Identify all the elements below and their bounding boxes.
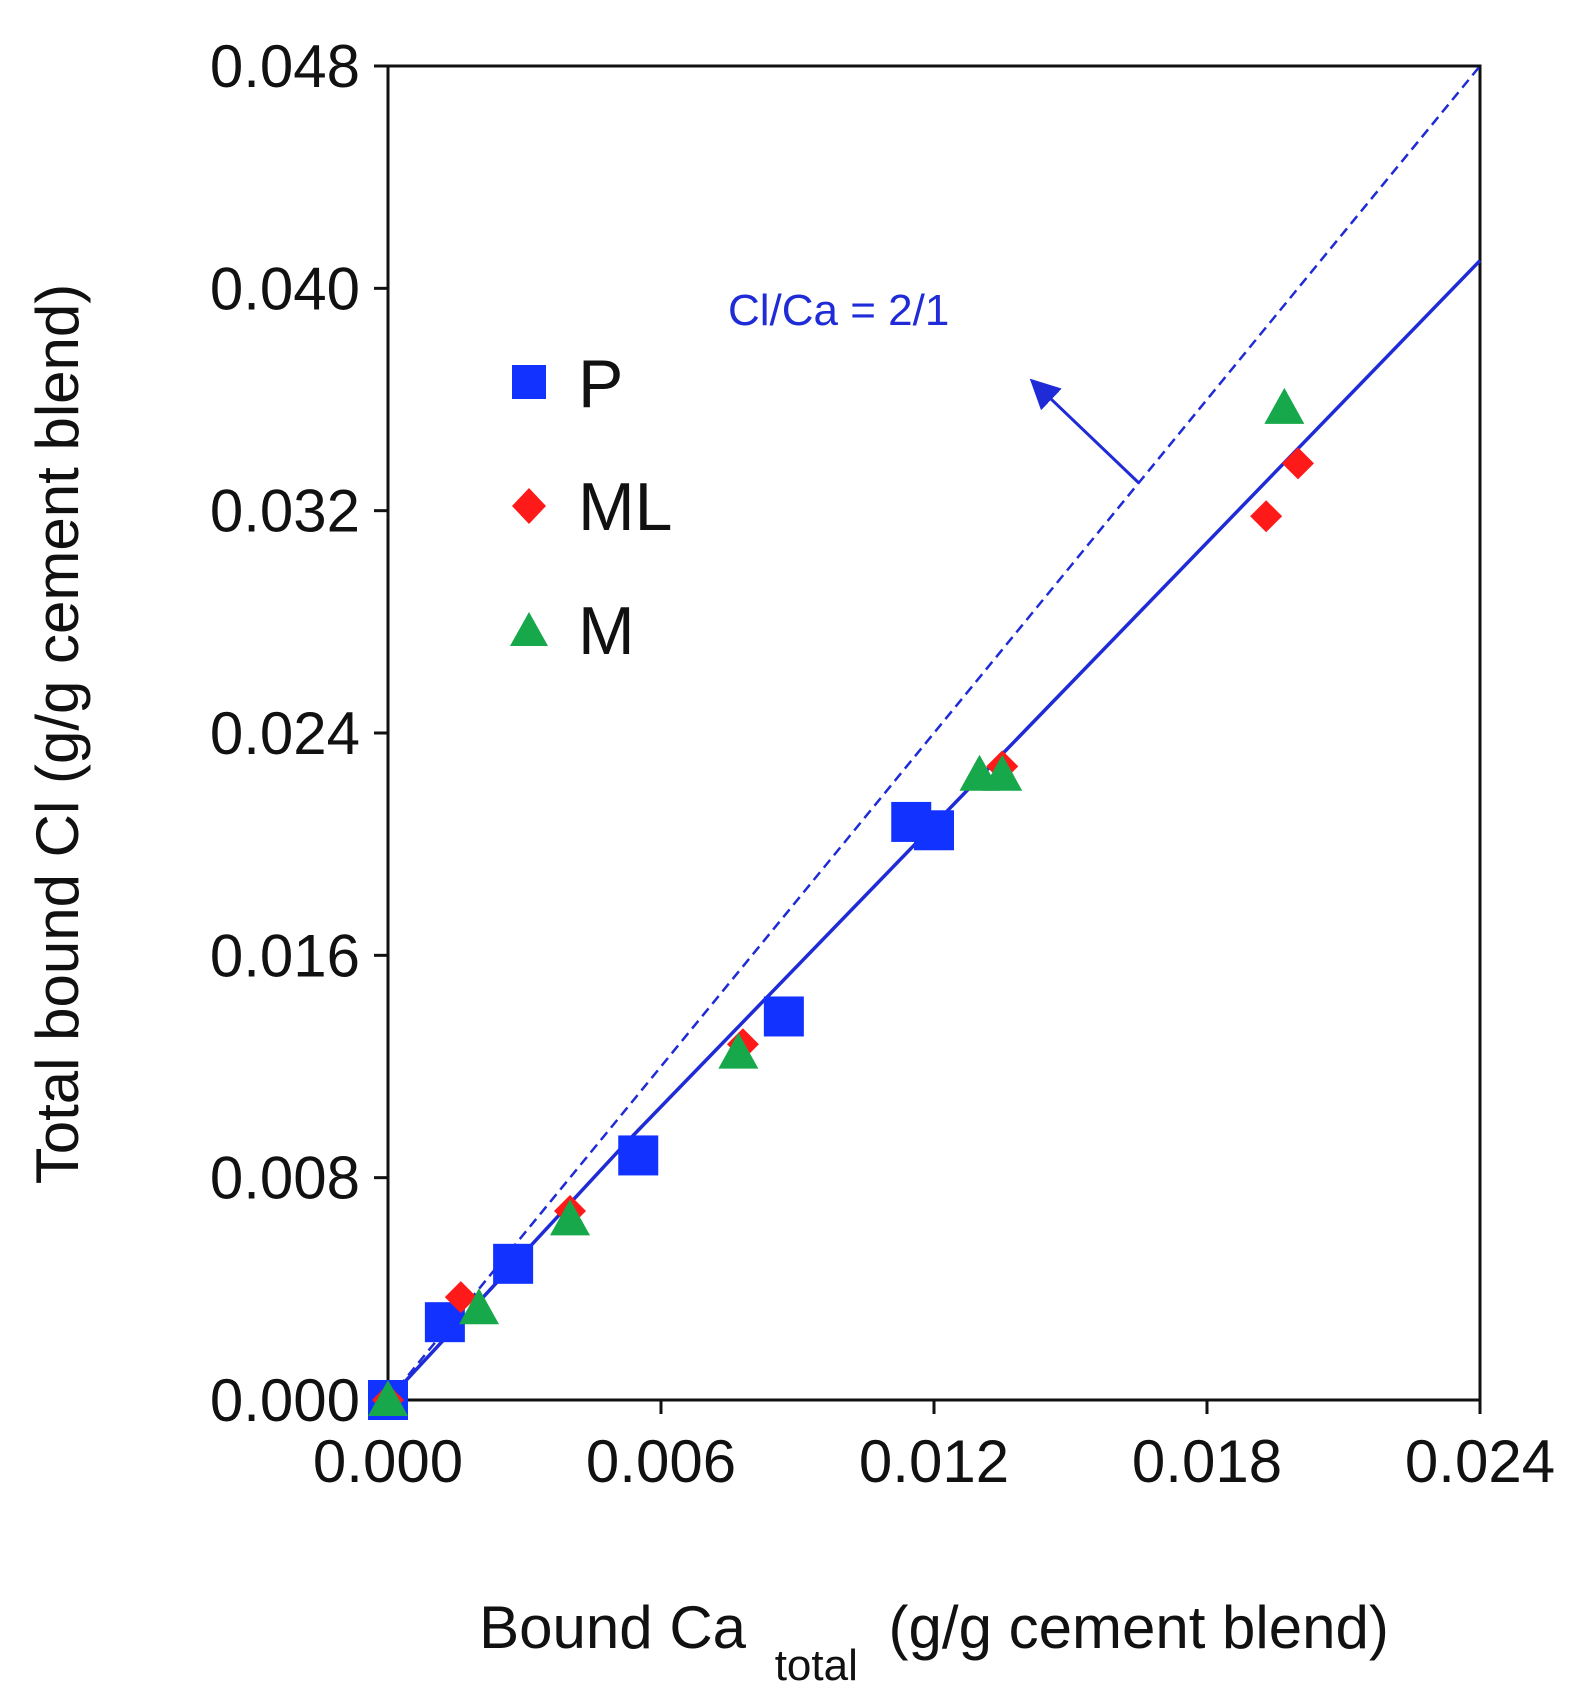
legend-label-p: P xyxy=(578,346,623,422)
legend: P ML M xyxy=(510,346,672,669)
legend-marker-m xyxy=(510,612,548,646)
point-ml xyxy=(1250,500,1283,533)
legend-label-ml: ML xyxy=(578,469,672,545)
data-points xyxy=(368,387,1314,1420)
y-tick-label: 0.048 xyxy=(210,33,360,100)
point-p xyxy=(493,1243,534,1284)
x-axis-ticks: 0.000 0.006 0.012 0.018 0.024 xyxy=(313,1400,1555,1495)
legend-label-m: M xyxy=(578,593,635,669)
point-m xyxy=(982,754,1023,791)
x-tick-label: 0.006 xyxy=(586,1428,736,1495)
x-axis-title: Bound Ca total (g/g cement blend) xyxy=(479,1594,1389,1693)
point-p xyxy=(914,810,954,851)
x-axis-title-suffix: (g/g cement blend) xyxy=(889,1594,1389,1661)
y-tick-label: 0.024 xyxy=(210,700,360,767)
y-tick-label: 0.000 xyxy=(210,1367,360,1434)
x-tick-label: 0.024 xyxy=(1405,1428,1555,1495)
y-tick-label: 0.032 xyxy=(210,478,360,545)
point-m xyxy=(459,1288,499,1325)
x-tick-label: 0.018 xyxy=(1132,1428,1282,1495)
point-m xyxy=(368,1380,408,1416)
point-p xyxy=(763,996,804,1037)
annotation-cl-ca: Cl/Ca = 2/1 xyxy=(728,286,1140,484)
y-axis-ticks: 0.000 0.008 0.016 0.024 0.032 0.040 0.048 xyxy=(210,33,388,1434)
point-m xyxy=(550,1199,590,1236)
x-axis-title-main: Bound Ca xyxy=(479,1594,746,1661)
legend-marker-ml xyxy=(512,488,546,524)
annotation-arrow xyxy=(1029,378,1140,484)
point-m xyxy=(1264,387,1305,424)
x-axis-title-subscript: total xyxy=(775,1641,858,1690)
fit-lines xyxy=(386,65,1482,1402)
legend-marker-p xyxy=(512,365,546,399)
y-tick-label: 0.040 xyxy=(210,255,360,322)
y-axis-title: Total bound Cl (g/g cement blend) xyxy=(24,284,91,1185)
point-m xyxy=(718,1032,759,1069)
x-tick-label: 0.000 xyxy=(313,1428,463,1495)
y-tick-label: 0.016 xyxy=(210,922,360,989)
point-ml xyxy=(1282,447,1314,480)
x-tick-label: 0.012 xyxy=(859,1428,1009,1495)
y-tick-label: 0.008 xyxy=(210,1145,360,1212)
point-p xyxy=(618,1135,659,1176)
reference-line-dashed xyxy=(387,65,1481,1401)
point-ml xyxy=(444,1281,477,1314)
annotation-text: Cl/Ca = 2/1 xyxy=(728,286,949,335)
